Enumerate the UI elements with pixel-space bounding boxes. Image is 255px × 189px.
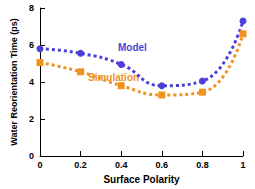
- svg-text:8: 8: [29, 3, 34, 13]
- svg-text:1: 1: [240, 160, 245, 170]
- svg-text:0.8: 0.8: [196, 160, 209, 170]
- svg-text:0.2: 0.2: [74, 160, 87, 170]
- svg-text:Model: Model: [118, 42, 147, 53]
- svg-text:4: 4: [29, 77, 34, 87]
- svg-text:Simulation: Simulation: [88, 72, 139, 83]
- svg-text:0: 0: [29, 151, 34, 161]
- svg-text:Water Reorientation Time (ps): Water Reorientation Time (ps): [9, 18, 19, 146]
- svg-text:0.6: 0.6: [156, 160, 169, 170]
- svg-text:2: 2: [29, 114, 34, 124]
- svg-text:0.4: 0.4: [115, 160, 128, 170]
- svg-text:0: 0: [37, 160, 42, 170]
- svg-text:Surface Polarity: Surface Polarity: [103, 174, 180, 185]
- svg-text:6: 6: [29, 40, 34, 50]
